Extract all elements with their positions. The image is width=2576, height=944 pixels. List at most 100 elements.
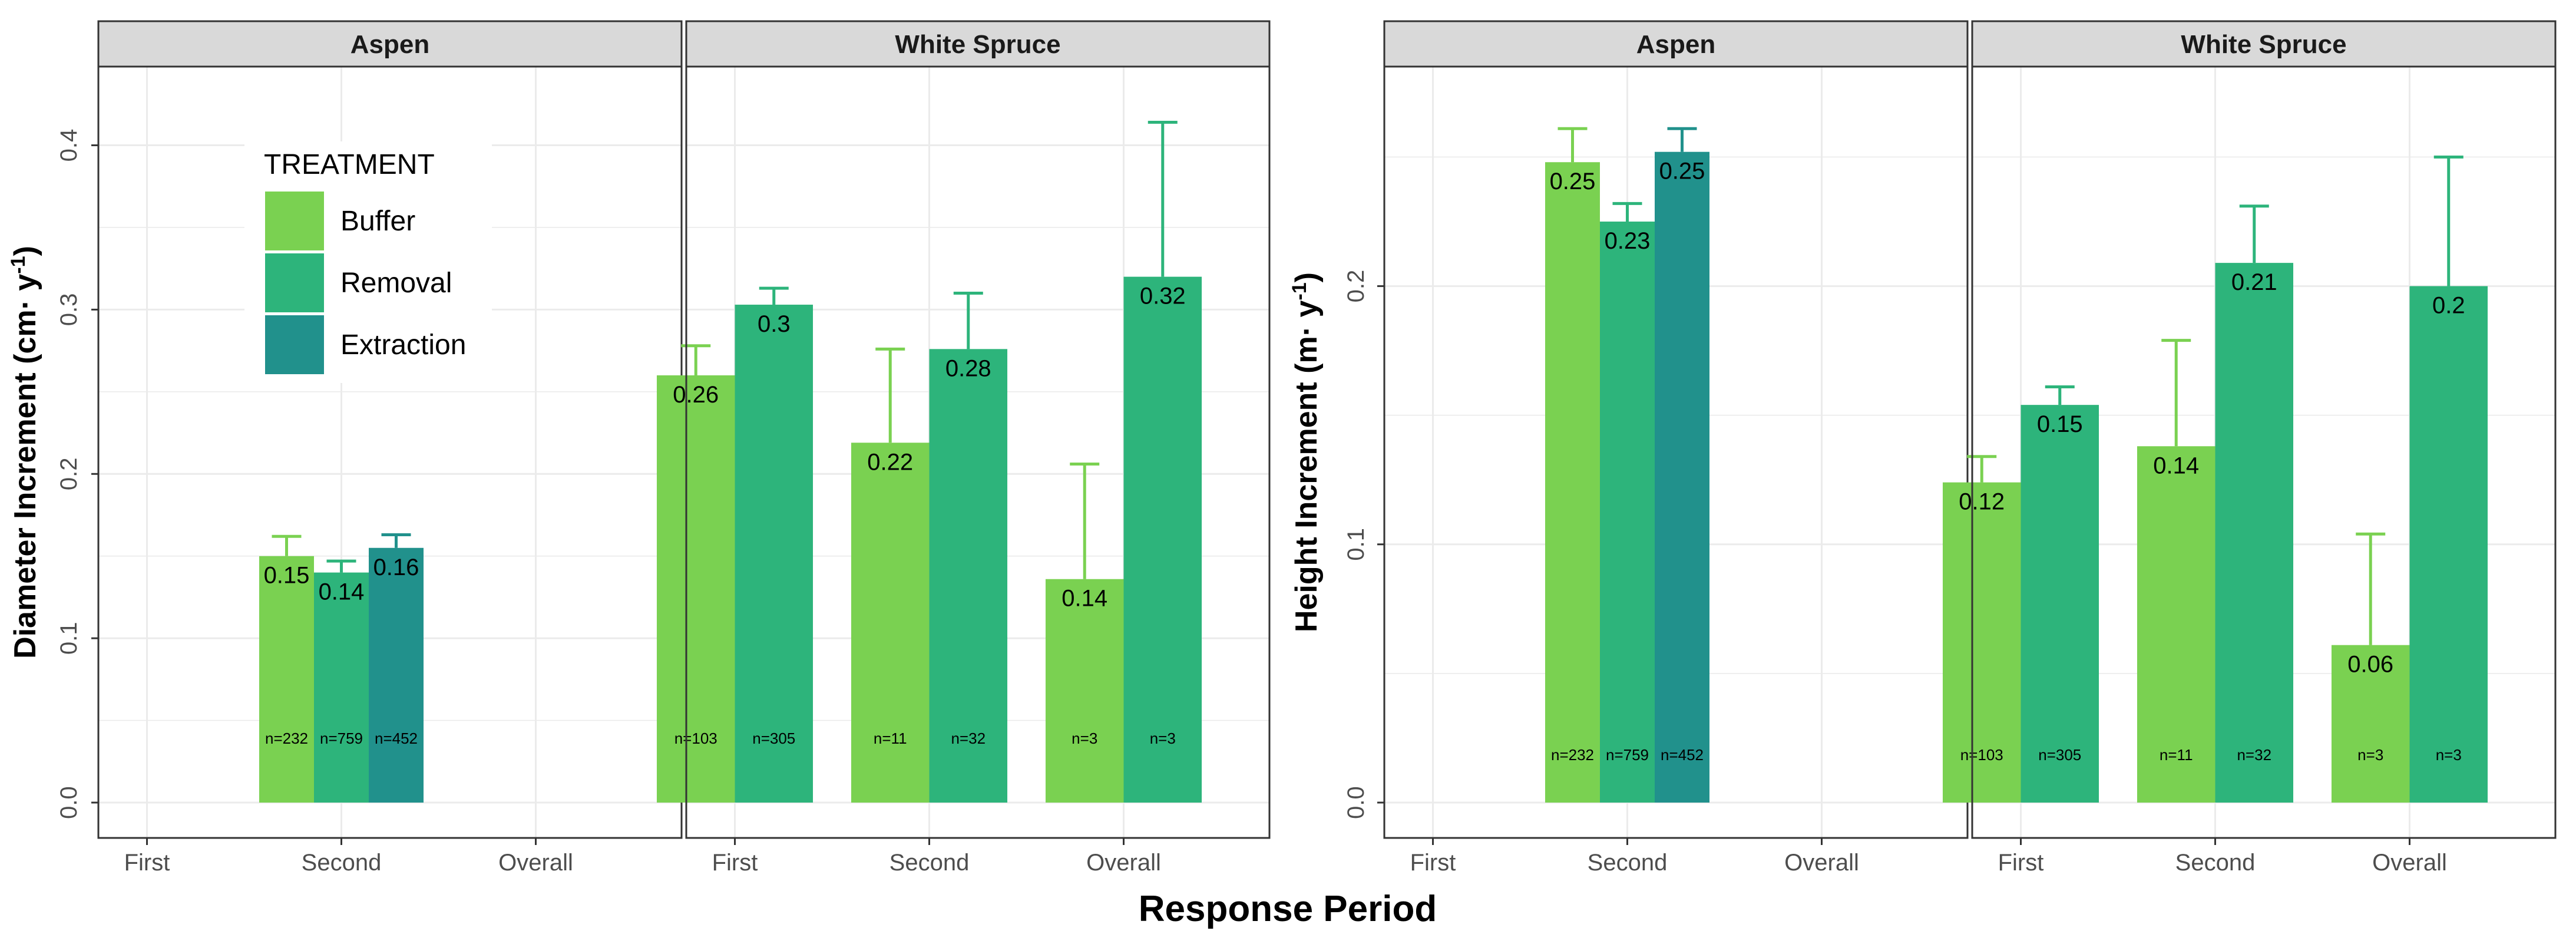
bar-n-label: n=11 bbox=[874, 730, 907, 747]
y-axis-title: Height Increment (m· y-1) bbox=[1288, 272, 1324, 632]
bar-removal bbox=[1123, 276, 1202, 803]
legend-key-removal bbox=[265, 253, 324, 312]
facet-strip-title: White Spruce bbox=[2181, 30, 2346, 59]
bar-n-label: n=232 bbox=[1551, 746, 1594, 764]
x-tick-label: Overall bbox=[498, 850, 573, 876]
x-tick-label: Overall bbox=[2372, 850, 2447, 876]
bar-n-label: n=232 bbox=[265, 730, 308, 747]
bar-value-label: 0.26 bbox=[673, 382, 719, 408]
bar-buffer bbox=[1545, 162, 1600, 803]
bar-n-label: n=452 bbox=[1661, 746, 1704, 764]
bar-removal bbox=[2021, 405, 2099, 803]
facet-strip bbox=[1971, 20, 2557, 68]
bar-removal bbox=[2409, 286, 2488, 803]
y-axis-title-main: Height Increment (m· y bbox=[1289, 300, 1324, 632]
bar-value-label: 0.21 bbox=[2231, 269, 2277, 295]
bar-removal bbox=[929, 349, 1008, 803]
x-axis-title: Response Period bbox=[1139, 889, 1437, 929]
bar-n-label: n=3 bbox=[2357, 746, 2383, 764]
bar-n-label: n=305 bbox=[752, 730, 795, 747]
y-tick-label: 0.1 bbox=[1343, 528, 1369, 561]
legend-label-extraction: Extraction bbox=[340, 329, 466, 361]
bar-value-label: 0.2 bbox=[2432, 293, 2465, 319]
bar-value-label: 0.3 bbox=[758, 311, 791, 337]
bar-n-label: n=759 bbox=[320, 730, 363, 747]
bar-removal bbox=[735, 305, 814, 803]
bar-value-label: 0.25 bbox=[1550, 169, 1596, 194]
bar-n-label: n=103 bbox=[1960, 746, 2003, 764]
bar-value-label: 0.16 bbox=[373, 554, 419, 580]
bar-n-label: n=32 bbox=[951, 730, 986, 747]
bar-extraction bbox=[1655, 151, 1709, 803]
facet-strip bbox=[1383, 20, 1969, 68]
bar-n-label: n=452 bbox=[375, 730, 418, 747]
x-tick-label: First bbox=[1410, 850, 1456, 876]
facet-strip-title: Aspen bbox=[1636, 30, 1715, 59]
x-tick-label: First bbox=[124, 850, 170, 876]
bar-n-label: n=11 bbox=[2160, 746, 2193, 764]
y-tick-label: 0.1 bbox=[56, 622, 82, 655]
x-tick-label: Second bbox=[302, 850, 382, 876]
legend-title: TREATMENT bbox=[264, 149, 435, 180]
y-axis-title-close: ) bbox=[1289, 272, 1324, 282]
bar-value-label: 0.14 bbox=[2153, 453, 2199, 478]
y-axis-title-main: Diameter Increment (cm· y bbox=[8, 274, 42, 659]
y-axis-title-sup: -1 bbox=[7, 256, 29, 273]
x-tick-label: Second bbox=[2175, 850, 2256, 876]
bar-extraction bbox=[369, 547, 424, 803]
y-tick-label: 0.2 bbox=[1343, 270, 1369, 303]
bar-value-label: 0.25 bbox=[1659, 159, 1705, 184]
bar-value-label: 0.14 bbox=[319, 579, 365, 605]
bar-buffer bbox=[259, 556, 314, 803]
bar-n-label: n=3 bbox=[1072, 730, 1097, 747]
bar-removal bbox=[314, 572, 369, 803]
x-tick-label: Overall bbox=[1086, 850, 1161, 876]
bar-buffer bbox=[656, 375, 735, 803]
bar-buffer bbox=[851, 443, 930, 803]
bar-buffer bbox=[1942, 482, 2021, 803]
bar-n-label: n=3 bbox=[2436, 746, 2462, 764]
facet-strip bbox=[685, 20, 1271, 68]
x-tick-label: First bbox=[1998, 850, 2044, 876]
y-axis-title-sup: -1 bbox=[1288, 282, 1311, 300]
y-axis-title-close: ) bbox=[8, 246, 42, 256]
bar-removal bbox=[2215, 263, 2294, 803]
bar-n-label: n=32 bbox=[2237, 746, 2271, 764]
bar-removal bbox=[1600, 222, 1655, 803]
bar-value-label: 0.23 bbox=[1605, 228, 1651, 254]
bar-value-label: 0.12 bbox=[1959, 489, 2005, 515]
x-tick-label: Second bbox=[1588, 850, 1668, 876]
y-tick-label: 0.2 bbox=[56, 457, 82, 490]
y-tick-label: 0.0 bbox=[1343, 786, 1369, 819]
x-tick-label: Overall bbox=[1784, 850, 1859, 876]
legend-key-extraction bbox=[265, 315, 324, 374]
y-tick-label: 0.4 bbox=[56, 129, 82, 162]
bar-n-label: n=3 bbox=[1150, 730, 1176, 747]
bar-value-label: 0.32 bbox=[1140, 283, 1186, 309]
legend-key-buffer bbox=[265, 192, 324, 250]
y-tick-label: 0.3 bbox=[56, 293, 82, 326]
bar-value-label: 0.14 bbox=[1062, 586, 1107, 612]
bar-value-label: 0.15 bbox=[264, 563, 310, 589]
legend-label-buffer: Buffer bbox=[340, 206, 415, 237]
x-tick-label: Second bbox=[889, 850, 970, 876]
bar-n-label: n=305 bbox=[2038, 746, 2081, 764]
bar-buffer bbox=[2137, 446, 2215, 803]
bar-value-label: 0.06 bbox=[2347, 652, 2393, 678]
facet-strip-title: White Spruce bbox=[895, 30, 1060, 59]
bar-n-label: n=103 bbox=[674, 730, 717, 747]
bar-buffer bbox=[2331, 645, 2410, 803]
bar-value-label: 0.28 bbox=[945, 355, 991, 381]
facet-strip bbox=[97, 20, 683, 68]
legend-label-removal: Removal bbox=[340, 268, 452, 299]
bar-buffer bbox=[1045, 579, 1124, 803]
facet-strip-title: Aspen bbox=[350, 30, 429, 59]
y-axis-title: Diameter Increment (cm· y-1) bbox=[7, 246, 42, 659]
bar-value-label: 0.22 bbox=[867, 449, 913, 475]
bar-value-label: 0.15 bbox=[2037, 411, 2083, 437]
bar-n-label: n=759 bbox=[1606, 746, 1649, 764]
y-tick-label: 0.0 bbox=[56, 786, 82, 819]
x-tick-label: First bbox=[712, 850, 758, 876]
legend: TREATMENT Buffer Removal Extraction bbox=[244, 141, 492, 383]
